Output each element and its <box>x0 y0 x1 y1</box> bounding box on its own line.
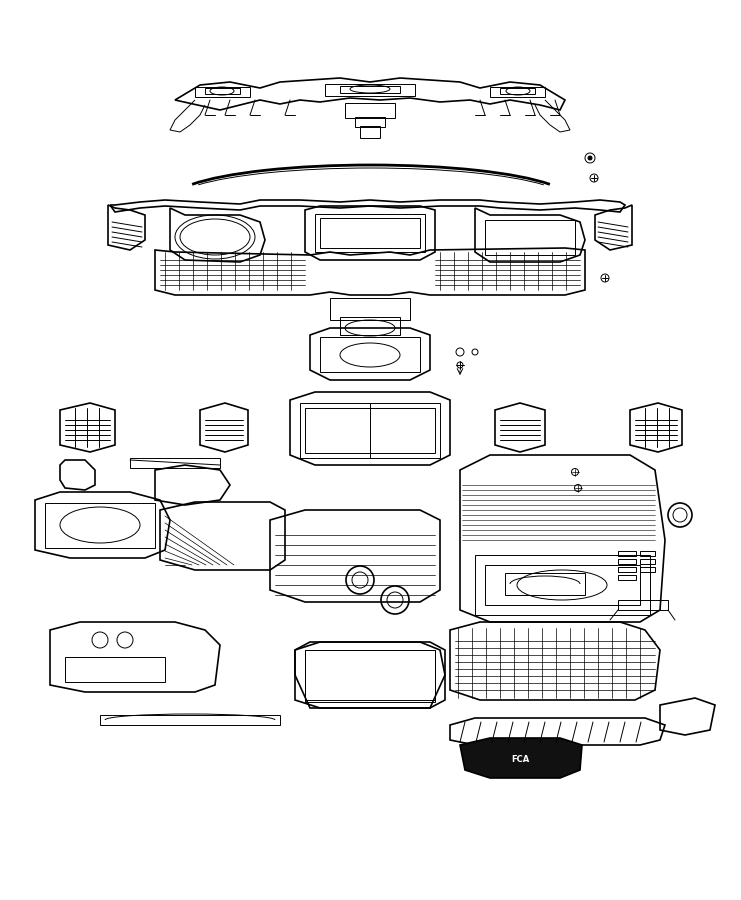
Bar <box>315 214 425 252</box>
Bar <box>355 117 385 127</box>
Bar <box>360 126 380 138</box>
Bar <box>475 555 650 615</box>
Bar <box>505 573 585 595</box>
Bar <box>640 551 655 556</box>
Text: FCA: FCA <box>511 755 529 764</box>
Bar <box>195 87 250 97</box>
Bar <box>640 559 655 564</box>
Bar <box>485 565 640 605</box>
Bar <box>130 458 220 468</box>
Polygon shape <box>460 738 582 778</box>
Bar <box>205 88 240 94</box>
Bar <box>305 408 435 453</box>
Bar <box>65 657 165 682</box>
Bar <box>305 650 435 702</box>
Bar <box>640 567 655 572</box>
Bar <box>618 559 636 564</box>
Bar <box>330 298 410 320</box>
Bar <box>500 88 535 94</box>
Bar <box>618 567 636 572</box>
Bar <box>320 218 420 248</box>
Bar <box>45 503 155 548</box>
Bar <box>320 337 420 372</box>
Bar <box>618 551 636 556</box>
Bar <box>490 87 545 97</box>
Bar <box>340 86 400 93</box>
Bar <box>485 220 575 255</box>
Bar <box>100 715 280 725</box>
Bar <box>325 84 415 96</box>
Bar <box>340 317 400 335</box>
Bar <box>305 650 435 700</box>
Bar <box>618 600 668 610</box>
Bar <box>345 103 395 118</box>
Circle shape <box>588 156 592 160</box>
Bar <box>618 575 636 580</box>
Bar <box>300 403 440 458</box>
